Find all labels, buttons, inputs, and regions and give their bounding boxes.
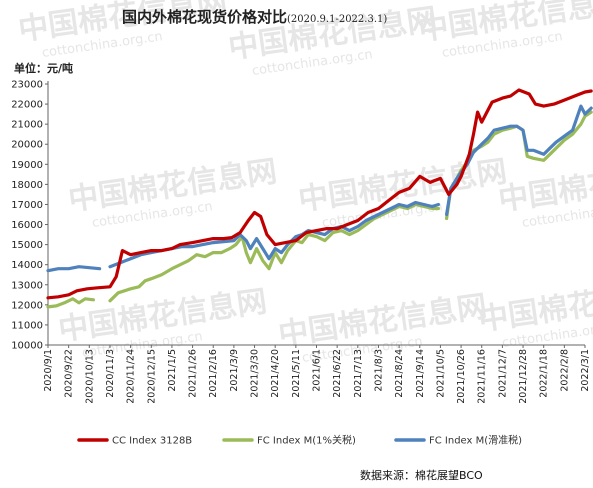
x-tick-label: 2022/3/1	[580, 349, 591, 392]
x-tick-label: 2021/8/24	[394, 349, 405, 398]
x-tick-label: 2021/5/11	[291, 349, 302, 398]
x-tick-label: 2021/1/26	[188, 349, 199, 398]
y-tick-label: 16000	[11, 220, 43, 231]
series-line	[46, 297, 95, 309]
y-tick-label: 18000	[11, 180, 43, 191]
x-tick-label: 2020/12/15	[146, 349, 157, 404]
x-tick-label: 2021/6/1	[312, 349, 323, 392]
series-layer	[46, 88, 593, 309]
y-tick-label: 12000	[11, 300, 43, 311]
series-line	[46, 88, 593, 300]
chart-axes: 10000 11000 12000 13000 14000 15000 16000 17000…	[11, 80, 591, 404]
x-tick-label: 2020/9/22	[64, 349, 75, 398]
chart-title: 国内外棉花现货价格对比(2020.9.1-2022.3.1)	[122, 6, 387, 27]
chart-title-text: 国内外棉花现货价格对比	[122, 8, 288, 26]
legend-label: FC Index M(滑准税)	[429, 434, 522, 447]
x-tick-label: 2020/11/24	[126, 349, 137, 404]
x-tick-label: 2021/2/16	[208, 349, 219, 398]
x-tick-label: 2021/9/14	[415, 349, 426, 398]
x-tick-label: 2021/12/7	[497, 349, 508, 398]
y-tick-label: 23000	[11, 80, 43, 91]
legend: CC Index 3128B FC Index M(1%关税) FC Index M…	[77, 434, 522, 447]
x-tick-label: 2021/3/30	[250, 349, 261, 398]
x-tick-label: 2021/4/20	[270, 349, 281, 398]
unit-label: 单位：元/吨	[14, 62, 74, 75]
y-tick-label: 11000	[11, 320, 43, 331]
x-tick-label: 2021/8/3	[373, 349, 384, 392]
x-tick-label: 2020/9/1	[43, 349, 54, 392]
chart-subtitle: (2020.9.1-2022.3.1)	[287, 14, 388, 25]
y-tick-label: 21000	[11, 120, 43, 131]
x-tick-label: 2021/1/5	[167, 349, 178, 392]
series-line	[46, 265, 102, 273]
series-line	[108, 200, 440, 269]
x-tick-label: 2021/6/22	[332, 349, 343, 398]
x-tick-label: 2021/10/5	[435, 349, 446, 398]
y-tick-label: 10000	[11, 341, 43, 352]
x-tick-label: 2021/12/28	[518, 349, 529, 404]
y-tick-label: 14000	[11, 260, 43, 271]
y-tick-label: 20000	[11, 140, 43, 151]
y-tick-label: 22000	[11, 100, 43, 111]
x-tick-label: 2022/2/8	[559, 349, 570, 392]
y-tick-label: 17000	[11, 200, 43, 211]
y-tick-label: 19000	[11, 160, 43, 171]
x-tick-label: 2022/1/18	[539, 349, 550, 398]
legend-label: CC Index 3128B	[112, 436, 192, 447]
y-tick-label: 13000	[11, 280, 43, 291]
x-tick-label: 2021/11/16	[477, 349, 488, 404]
x-tick-label: 2020/10/13	[84, 349, 95, 404]
series-line	[108, 202, 440, 303]
x-tick-label: 2021/10/26	[456, 349, 467, 404]
legend-label: FC Index M(1%关税)	[257, 434, 356, 447]
x-tick-label: 2021/3/9	[229, 349, 240, 392]
source-label: 数据来源：棉花展望BCO	[360, 469, 483, 482]
x-tick-label: 2021/7/13	[353, 349, 364, 398]
x-tick-label: 2020/11/3	[105, 349, 116, 398]
y-tick-label: 15000	[11, 240, 43, 251]
